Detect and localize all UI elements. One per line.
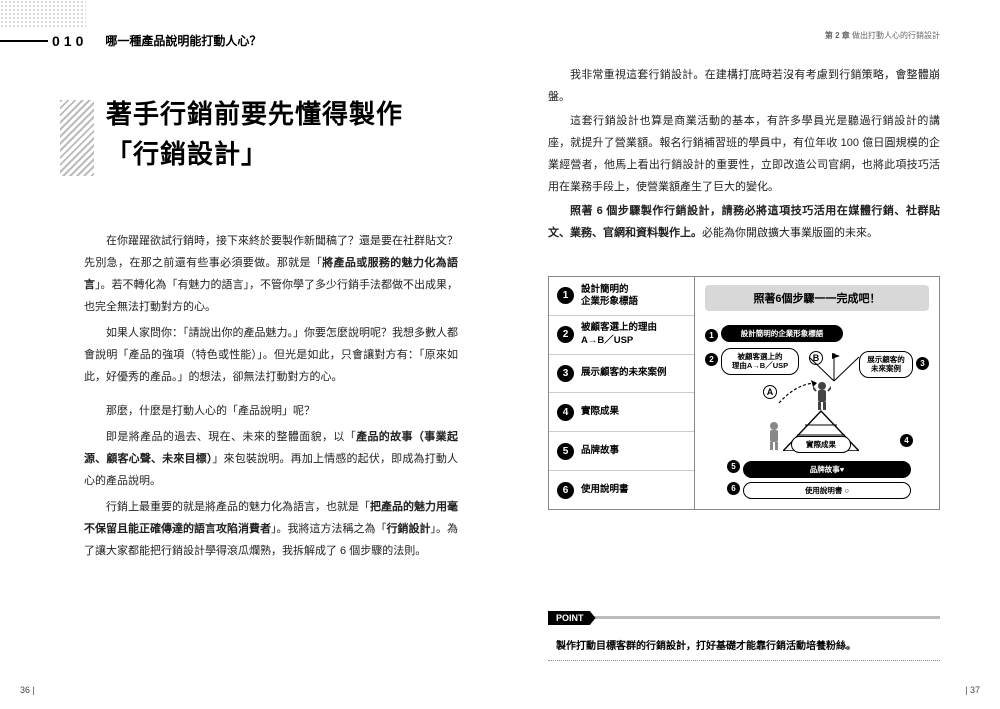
right-page: 第 2 章 做出打動人心的行銷設計 我非常重視這套行銷設計。在建構打底時若沒有考…	[500, 0, 1000, 709]
letter-a: A	[763, 385, 777, 399]
para-5: 行銷上最重要的就是將產品的魅力化為語言，也就是「把產品的魅力用毫不保留且能正確傳…	[84, 496, 458, 562]
section-header: 010 哪一種產品說明能打動人心？	[0, 32, 261, 49]
step-list: 1 設計簡明的企業形象標語 2 被顧客選上的理由A→B／USP 3 展示顧客的未來案例 4實…	[549, 277, 695, 509]
step-number: 6	[557, 482, 574, 499]
book-spread: 010 哪一種產品說明能打動人心？ 著手行銷前要先懂得製作 「行銷設計」 在你躍…	[0, 0, 1000, 709]
bubble-5: 品牌故事♥	[743, 461, 911, 478]
page-number-left: 36 |	[20, 685, 35, 695]
point-rule: POINT	[548, 616, 940, 619]
step-row: 5 品牌故事	[549, 432, 694, 471]
step-label: 被顧客選上的理由A→B／USP	[581, 322, 657, 347]
title-line-2: 「行銷設計」	[106, 134, 403, 174]
chapter-header: 第 2 章 做出打動人心的行銷設計	[825, 30, 940, 41]
step-row: 3 展示顧客的未來案例	[549, 355, 694, 394]
step-number: 1	[557, 287, 574, 304]
stripe-decoration	[60, 100, 94, 176]
section-question: 哪一種產品說明能打動人心？	[105, 32, 261, 49]
step-6-dot: 6	[727, 482, 740, 495]
r-para-2: 這套行銷設計也算是商業活動的基本，有許多學員光是聽過行銷設計的講座，就提升了營業…	[548, 110, 940, 198]
left-body-text: 在你躍躍欲試行銷時，接下來終於要製作新聞稿了？還是要在社群貼文？先別急，在那之前…	[84, 230, 458, 566]
step-row: 2 被顧客選上的理由A→B／USP	[549, 316, 694, 355]
scene: 1 設計簡明的企業形象標語 2 被顧客選上的理由A→B／USP 3 展示顧客的未…	[699, 321, 935, 503]
step-number: 5	[557, 443, 574, 460]
step-2-dot: 2	[705, 353, 718, 366]
step-number: 4	[557, 404, 574, 421]
bubble-2: 被顧客選上的理由A→B／USP	[721, 348, 799, 375]
step-4-dot: 4	[900, 434, 913, 447]
step-row: 4 實際成果	[549, 393, 694, 432]
step-5-dot: 5	[727, 460, 740, 473]
step-label: 設計簡明的企業形象標語	[581, 284, 638, 309]
bubble-4: 實際成果	[791, 436, 851, 453]
step-label: 展示顧客的未來案例	[581, 367, 667, 379]
six-step-diagram: 1設計簡明的企業形象標語2被顧客選上的理由A→B／USP3展示顧客的未來案例4實…	[548, 276, 940, 510]
r-para-3: 照著 6 個步驟製作行銷設計，請務必將這項技巧活用在媒體行銷、社群貼文、業務、官…	[548, 200, 940, 244]
person-base-icon	[765, 421, 783, 451]
section-number: 010	[52, 33, 87, 49]
para-3: 那麼，什麼是打動人心的「產品說明」呢？	[84, 400, 458, 422]
title-line-1: 著手行銷前要先懂得製作	[106, 94, 403, 134]
para-1: 在你躍躍欲試行銷時，接下來終於要製作新聞稿了？還是要在社群貼文？先別急，在那之前…	[84, 230, 458, 318]
page-number-right: | 37	[965, 685, 980, 695]
bubble-6: 使用說明書 ○	[743, 482, 911, 499]
left-page: 010 哪一種產品說明能打動人心？ 著手行銷前要先懂得製作 「行銷設計」 在你躍…	[0, 0, 500, 709]
step-row: 1 設計簡明的企業形象標語	[549, 277, 694, 316]
dashed-arrow-icon	[777, 379, 821, 407]
step-1-dot: 1	[705, 329, 718, 342]
right-body-text: 我非常重視這套行銷設計。在建構打底時若沒有考慮到行銷策略，會整體崩盤。 這套行銷…	[548, 64, 940, 246]
step-row: 6 使用說明書	[549, 471, 694, 509]
step-number: 2	[557, 326, 574, 343]
step-label: 品牌故事	[581, 445, 619, 457]
step-3-dot: 3	[916, 357, 929, 370]
step-illustration: 照著6個步驟一一完成吧！ 1 設計簡明的企業形象標語 2 被顧客選上的理由A→B…	[695, 277, 939, 509]
main-title: 著手行銷前要先懂得製作 「行銷設計」	[106, 94, 403, 175]
point-text: 製作打動目標客群的行銷設計，打好基礎才能靠行銷活動培養粉絲。	[556, 637, 940, 652]
point-rule-bottom	[548, 660, 940, 661]
step-label: 實際成果	[581, 406, 619, 418]
r-para-1: 我非常重視這套行銷設計。在建構打底時若沒有考慮到行銷策略，會整體崩盤。	[548, 64, 940, 108]
bubble-1: 設計簡明的企業形象標語	[721, 325, 843, 342]
para-2: 如果人家問你：「請說出你的產品魅力。」你要怎麼說明呢？我想多數人都會說明「產品的…	[84, 322, 458, 388]
section-number-marker: 010	[0, 33, 87, 49]
diagram-title: 照著6個步驟一一完成吧！	[705, 285, 929, 311]
point-section: POINT 製作打動目標客群的行銷設計，打好基礎才能靠行銷活動培養粉絲。	[548, 616, 940, 661]
step-label: 使用說明書	[581, 484, 629, 496]
point-label: POINT	[548, 611, 596, 625]
para-4: 即是將產品的過去、現在、未來的整體面貌，以「產品的故事（事業起源、顧客心聲、未來…	[84, 426, 458, 492]
step-number: 3	[557, 365, 574, 382]
